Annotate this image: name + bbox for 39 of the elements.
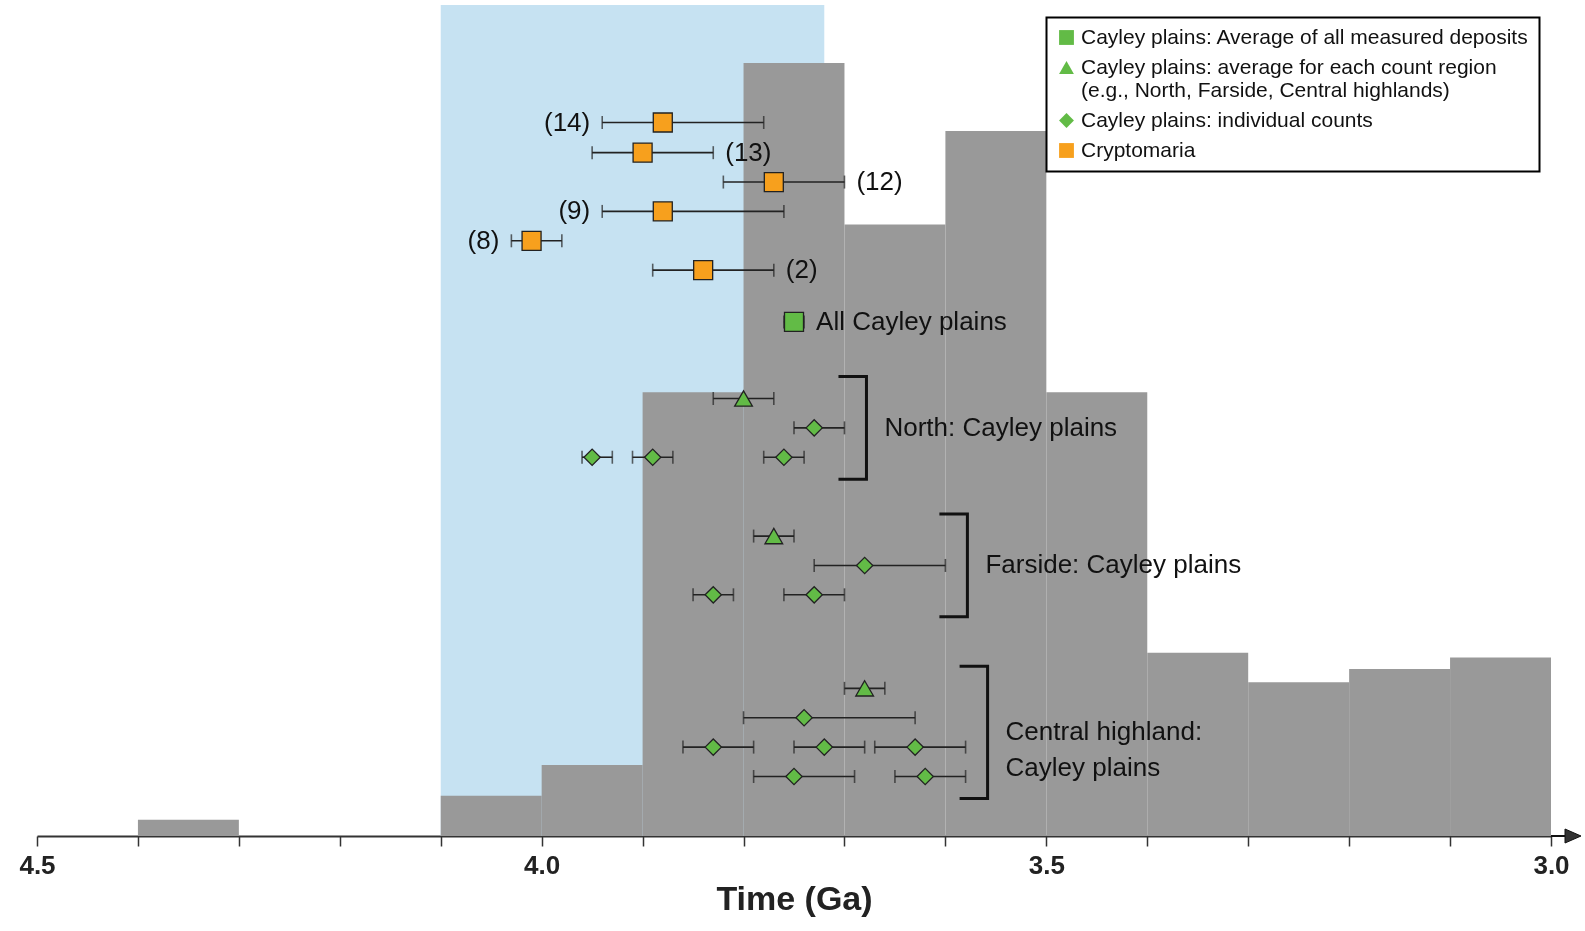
point (855, 680, 875, 697)
annotation: (12) (856, 166, 903, 197)
point (652, 201, 673, 222)
point (775, 448, 793, 467)
point (632, 142, 653, 163)
point (734, 390, 754, 407)
point (643, 448, 662, 467)
point (906, 738, 924, 756)
annotation: North: Cayley plains (884, 411, 1118, 442)
x-tick-label: 3.0 (1533, 849, 1570, 880)
legend-label: Cayley plains: average for each count region (e.g., North, Farside, Central highlands) (1081, 54, 1497, 101)
point (693, 260, 714, 281)
annotation: (14) (543, 106, 591, 137)
point (764, 527, 784, 545)
point (583, 448, 601, 467)
point (704, 586, 723, 604)
point (763, 171, 784, 193)
annotation: (2) (785, 254, 818, 285)
point (521, 230, 542, 251)
point (815, 738, 834, 756)
x-tick-label: 3.5 (1028, 849, 1065, 880)
point (805, 419, 823, 437)
x-axis-title: Time (Ga) (716, 878, 873, 917)
annotation: All Cayley plains (816, 305, 1007, 336)
point (795, 708, 813, 727)
legend-label: Cryptomaria (1081, 137, 1196, 161)
legend-label: Cayley plains: individual counts (1081, 107, 1373, 131)
point (916, 767, 935, 786)
point (855, 556, 874, 575)
point (785, 767, 803, 786)
point (805, 586, 823, 604)
legend-label: Cayley plains: Average of all measured deposits (1081, 24, 1528, 48)
point (704, 738, 723, 756)
x-tick-label: 4.5 (19, 849, 56, 880)
annotation: Central highland: Cayley plains (1005, 716, 1203, 783)
x-tick-label: 4.0 (524, 849, 561, 880)
point (652, 112, 673, 133)
annotation: (8) (467, 224, 500, 255)
annotation: (9) (558, 195, 591, 226)
